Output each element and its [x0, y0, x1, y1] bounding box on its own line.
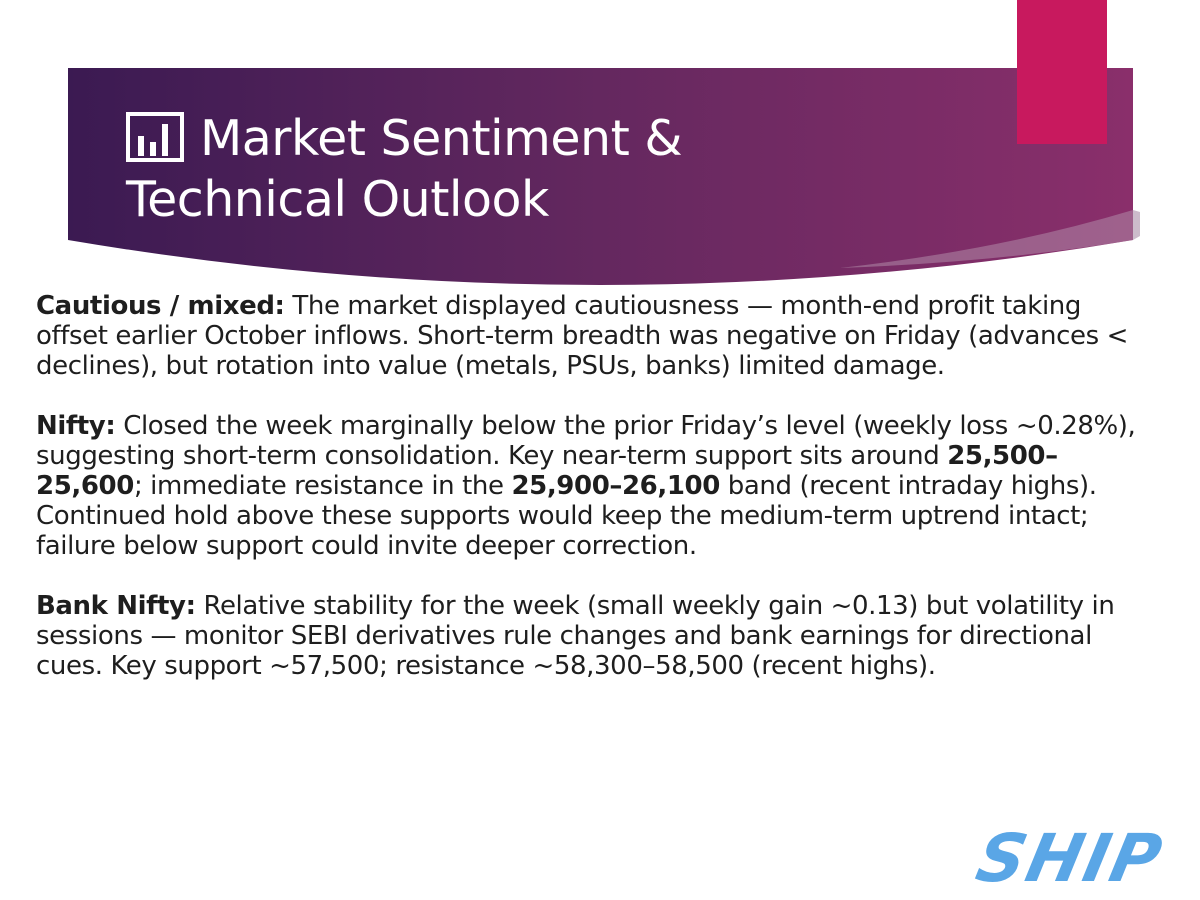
accent-tab [1017, 0, 1107, 144]
nifty-label: Nifty: [36, 411, 116, 441]
nifty-text-2: ; immediate resistance in the [133, 471, 512, 501]
title-banner [68, 68, 1140, 285]
sentiment-paragraph: Cautious / mixed: The market displayed c… [36, 291, 1136, 381]
bank-nifty-text: Relative stability for the week (small w… [36, 591, 1115, 681]
nifty-support-range: 25,500–25,600 [36, 441, 1058, 501]
title-area: Market Sentiment & Technical Outlook [126, 108, 886, 230]
nifty-paragraph: Nifty: Closed the week marginally below … [36, 411, 1136, 561]
nifty-text-1: Closed the week marginally below the pri… [36, 411, 1136, 471]
slide-body: Cautious / mixed: The market displayed c… [36, 291, 1136, 711]
sentiment-text: The market displayed cautiousness — mont… [36, 291, 1128, 381]
bank-nifty-label: Bank Nifty: [36, 591, 196, 621]
slide-title-text: Market Sentiment & Technical Outlook [126, 110, 683, 228]
bar-chart-icon [126, 112, 184, 162]
slide-title: Market Sentiment & Technical Outlook [126, 108, 886, 230]
ship-logo: SHIP [970, 820, 1190, 897]
sentiment-label: Cautious / mixed: [36, 291, 285, 321]
nifty-resistance-range: 25,900–26,100 [511, 471, 720, 501]
ship-logo-text: SHIP [969, 820, 1170, 897]
nifty-text-3: band (recent intraday highs). Continued … [36, 471, 1097, 561]
bank-nifty-paragraph: Bank Nifty: Relative stability for the w… [36, 591, 1136, 681]
